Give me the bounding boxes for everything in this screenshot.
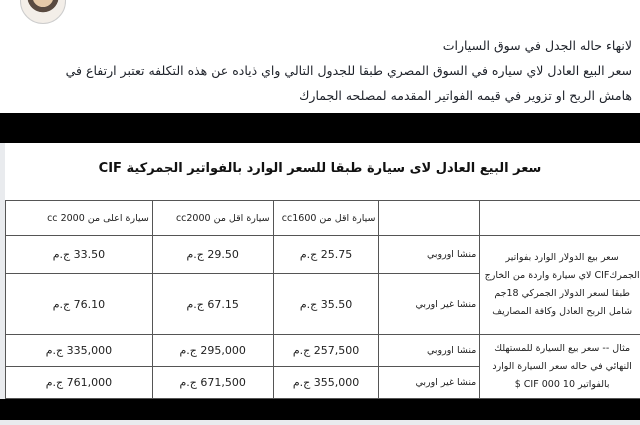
price-cell: 67.15 ج.م — [151, 273, 274, 335]
origin-cell: منشا اوروبي — [378, 334, 481, 367]
price-cell: 295,000 ج.م — [151, 334, 274, 367]
price-cell: 257,500 ج.م — [272, 334, 380, 367]
post-line: سعر البيع العادل لاي سياره في السوق المص… — [65, 63, 632, 78]
post-line: لانهاء حاله الجدل في سوق السيارات — [442, 38, 632, 53]
header-cell: سيارة اعلى من 2000 cc — [5, 200, 153, 236]
table-row: منشا غير اوربي 35.50 ج.م 67.15 ج.م 76.10… — [5, 273, 640, 335]
post-text: لانهاء حاله الجدل في سوق السيارات سعر ال… — [2, 33, 632, 108]
header-cell — [378, 200, 481, 236]
table-row: منشا غير اوربي 355,000 ج.م 671,500 ج.م 7… — [5, 366, 640, 399]
header-cell — [479, 200, 640, 236]
price-cell: 761,000 ج.م — [5, 366, 153, 399]
price-table: سيارة اقل من cc1600 سيارة اقل من cc2000 … — [5, 200, 640, 399]
table-row: مثال -- سعر بيع السيارة للمستهلك النهائي… — [5, 334, 640, 399]
image-bottom-band — [0, 399, 640, 420]
image-title: سعر البيع العادل لاى سيارة طبقا للسعر ال… — [98, 161, 542, 176]
header-cell: سيارة اقل من cc2000 — [151, 200, 274, 236]
origin-cell: منشا غير اوربي — [378, 273, 481, 335]
post-line: هامش الربح او تزوير في قيمه الفواتير الم… — [299, 88, 632, 103]
price-cell: 671,500 ج.م — [151, 366, 274, 399]
price-cell: 335,000 ج.م — [5, 334, 153, 367]
price-cell: 355,000 ج.م — [272, 366, 380, 399]
left-strip — [0, 143, 5, 399]
header-cell: سيارة اقل من cc1600 — [272, 200, 380, 236]
group-label: سعر بيع الدولار الوارد بفواتير الجمركCIF… — [479, 235, 640, 335]
price-cell: 25.75 ج.م — [272, 235, 380, 274]
table-header-row: سيارة اقل من cc1600 سيارة اقل من cc2000 … — [5, 200, 640, 236]
avatar[interactable] — [20, 0, 66, 24]
origin-cell: منشا غير اوربي — [378, 366, 481, 399]
price-cell: 76.10 ج.م — [5, 273, 153, 335]
price-cell: 29.50 ج.م — [151, 235, 274, 274]
table-row: سعر بيع الدولار الوارد بفواتير الجمركCIF… — [5, 235, 640, 335]
footer-strip — [0, 420, 640, 425]
group-label: مثال -- سعر بيع السيارة للمستهلك النهائي… — [479, 334, 640, 399]
origin-cell: منشا اوروبي — [378, 235, 481, 274]
post-image[interactable]: سعر البيع العادل لاى سيارة طبقا للسعر ال… — [0, 143, 640, 399]
image-top-band — [0, 113, 640, 143]
price-cell: 33.50 ج.م — [5, 235, 153, 274]
price-cell: 35.50 ج.م — [272, 273, 380, 335]
